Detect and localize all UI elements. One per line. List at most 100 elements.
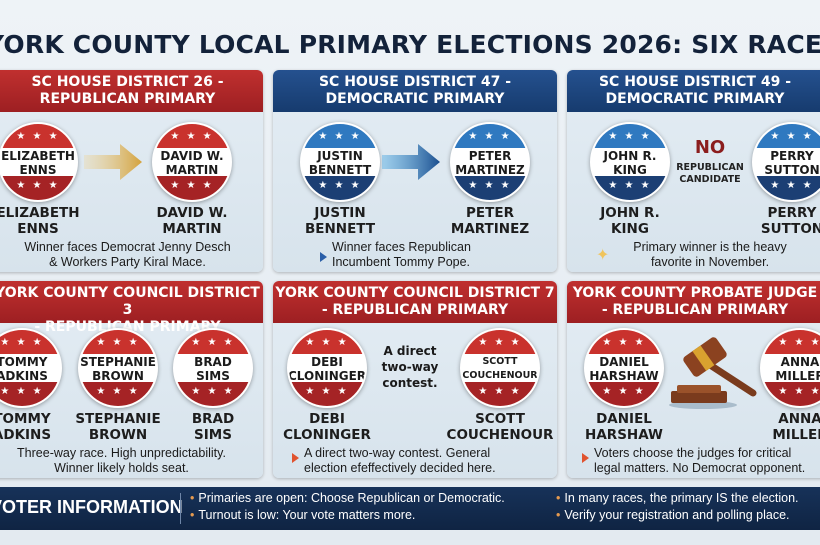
stars-icon: ★ ★ ★ xyxy=(302,124,378,148)
text-line: MARTIN xyxy=(165,163,219,177)
badge-name: ELIZABETH ENNS xyxy=(0,148,76,178)
stars-icon: ★ ★ ★ xyxy=(154,176,230,200)
note-line: Voters choose the judges for critical xyxy=(594,446,792,460)
candidate-badge: ★ ★ ★ DANIEL HARSHAW ★ ★ ★ xyxy=(584,328,664,408)
header-line: - REPUBLICAN PRIMARY xyxy=(321,302,509,318)
badge-name: PERRY SUTTON xyxy=(754,148,820,178)
stars-icon: ★ ★ ★ xyxy=(80,330,156,354)
race-note: Three-way race. High unpredictability. Wi… xyxy=(0,446,249,476)
candidate-badge: ★ ★ ★ JOHN R. KING ★ ★ ★ xyxy=(590,122,670,202)
candidate-badge: ★ ★ ★ ANNA MILLER ★ ★ ★ xyxy=(760,328,820,408)
panel-header: YORK COUNTY COUNCIL DISTRICT 7- REPUBLIC… xyxy=(273,281,557,323)
text-line: PETER xyxy=(468,149,512,163)
badge-name: STEPHANIE BROWN xyxy=(80,354,156,384)
stars-icon: ★ ★ ★ xyxy=(586,382,662,406)
text-line: JOHN R. xyxy=(603,149,657,163)
text-line: SIMS xyxy=(194,427,232,443)
text-line: BROWN xyxy=(92,369,144,383)
stars-icon: ★ ★ ★ xyxy=(154,124,230,148)
voter-information-bar: VOTER INFORMATION • Primaries are open: C… xyxy=(0,487,820,530)
candidate-badge: ★ ★ ★ DAVID W. MARTIN ★ ★ ★ xyxy=(152,122,232,202)
stars-icon: ★ ★ ★ xyxy=(80,382,156,406)
text-line: two-way xyxy=(381,360,439,374)
gavel-icon xyxy=(669,337,757,409)
header-line: YORK COUNTY COUNCIL DISTRICT 3 xyxy=(0,285,260,318)
note-line: A direct two-way contest. General xyxy=(304,446,491,460)
header-line: - REPUBLICAN PRIMARY xyxy=(601,302,789,318)
race-note: A direct two-way contest. General electio… xyxy=(304,446,496,476)
info-bullet: • Turnout is low: Your vote matters more. xyxy=(190,508,416,522)
text-line: BENNETT xyxy=(304,221,376,237)
candidate-name: PERRY SUTTON xyxy=(761,205,820,237)
text-line: HARSHAW xyxy=(589,369,659,383)
text-line: DANIEL xyxy=(599,355,649,369)
panel-header: SC HOUSE DISTRICT 49 - DEMOCRATIC PRIMARY xyxy=(567,70,820,112)
page-title: YORK COUNTY LOCAL PRIMARY ELECTIONS 2026… xyxy=(0,30,820,59)
text-line: ENNS xyxy=(17,221,59,237)
stars-icon: ★ ★ ★ xyxy=(462,330,538,354)
stars-icon: ★ ★ ★ xyxy=(754,124,820,148)
text-line: SCOTT xyxy=(482,356,518,367)
badge-name: BRAD SIMS xyxy=(175,354,251,384)
candidate-badge: ★ ★ ★ PERRY SUTTON ★ ★ ★ xyxy=(752,122,820,202)
badge-name: DEBI CLONINGER xyxy=(289,354,365,384)
text-line: PERRY xyxy=(767,205,817,221)
arrow-right-icon xyxy=(382,144,440,180)
stars-icon: ★ ★ ★ xyxy=(592,176,668,200)
text-line: MARTIN xyxy=(162,221,222,237)
header-line: REPUBLICAN PRIMARY xyxy=(39,91,216,107)
text-line: COUCHENOUR xyxy=(462,370,538,381)
race-note: Winner faces Democrat Jenny Desch & Worke… xyxy=(0,240,255,270)
note-line: election efeffectively decided here. xyxy=(304,461,496,475)
text-line: SIMS xyxy=(196,369,230,383)
stars-icon: ★ ★ ★ xyxy=(592,124,668,148)
text-line: CLONINGER xyxy=(283,427,371,443)
text-line: MARTINEZ xyxy=(455,163,525,177)
info-bullet: • Primaries are open: Choose Republican o… xyxy=(190,491,505,505)
candidate-name: BRAD SIMS xyxy=(192,411,234,443)
text-line: ELIZABETH xyxy=(0,205,80,221)
stars-icon: ★ ★ ★ xyxy=(302,176,378,200)
text-line: ADKINS xyxy=(0,427,52,443)
header-line: SC HOUSE DISTRICT 26 - xyxy=(31,74,224,90)
stars-icon: ★ ★ ★ xyxy=(0,176,76,200)
badge-name: TOMMY ADKINS xyxy=(0,354,60,384)
text-line: PERRY xyxy=(770,149,814,163)
stars-icon: ★ ★ ★ xyxy=(289,330,365,354)
sparkle-icon: ✦ xyxy=(596,245,610,264)
badge-name: DAVID W. MARTIN xyxy=(154,148,230,178)
candidate-name: DAVID W. MARTIN xyxy=(156,205,227,237)
text-line: BROWN xyxy=(88,427,148,443)
text-line: SUTTON xyxy=(760,221,820,237)
candidate-badge: ★ ★ ★ BRAD SIMS ★ ★ ★ xyxy=(173,328,253,408)
header-line: DEMOCRATIC PRIMARY xyxy=(605,91,785,107)
note-line: favorite in November. xyxy=(650,255,770,269)
text-line: SUTTON xyxy=(764,163,820,177)
note-line: Incumbent Tommy Pope. xyxy=(332,255,471,269)
direct-contest-label: A direct two-way contest. xyxy=(370,343,450,391)
stars-icon: ★ ★ ★ xyxy=(754,176,820,200)
candidate-badge: ★ ★ ★ SCOTT COUCHENOUR ★ ★ ★ xyxy=(460,328,540,408)
text-line: JUSTIN xyxy=(314,205,366,221)
text-line: TOMMY xyxy=(0,355,48,369)
badge-name: PETER MARTINEZ xyxy=(452,148,528,178)
candidate-name: DANIEL HARSHAW xyxy=(585,411,663,443)
info-bullet: • In many races, the primary IS the elect… xyxy=(556,491,799,505)
stars-icon: ★ ★ ★ xyxy=(452,124,528,148)
bullet-text: Verify your registration and polling pla… xyxy=(564,508,790,522)
stars-icon: ★ ★ ★ xyxy=(762,330,820,354)
text-line: ENNS xyxy=(19,163,57,177)
candidate-name: SCOTT COUCHENOUR xyxy=(447,411,554,443)
badge-name: JOHN R. KING xyxy=(592,148,668,178)
candidate-badge: ★ ★ ★ PETER MARTINEZ ★ ★ ★ xyxy=(450,122,530,202)
header-line: SC HOUSE DISTRICT 49 - xyxy=(598,74,792,90)
text-line: CANDIDATE xyxy=(679,174,741,185)
info-bullet: • Verify your registration and polling pl… xyxy=(556,508,790,522)
stars-icon: ★ ★ ★ xyxy=(0,382,60,406)
text-line: HARSHAW xyxy=(585,427,663,443)
text-line: PETER xyxy=(466,205,514,221)
stars-icon: ★ ★ ★ xyxy=(289,382,365,406)
text-line: DAVID W. xyxy=(160,149,224,163)
